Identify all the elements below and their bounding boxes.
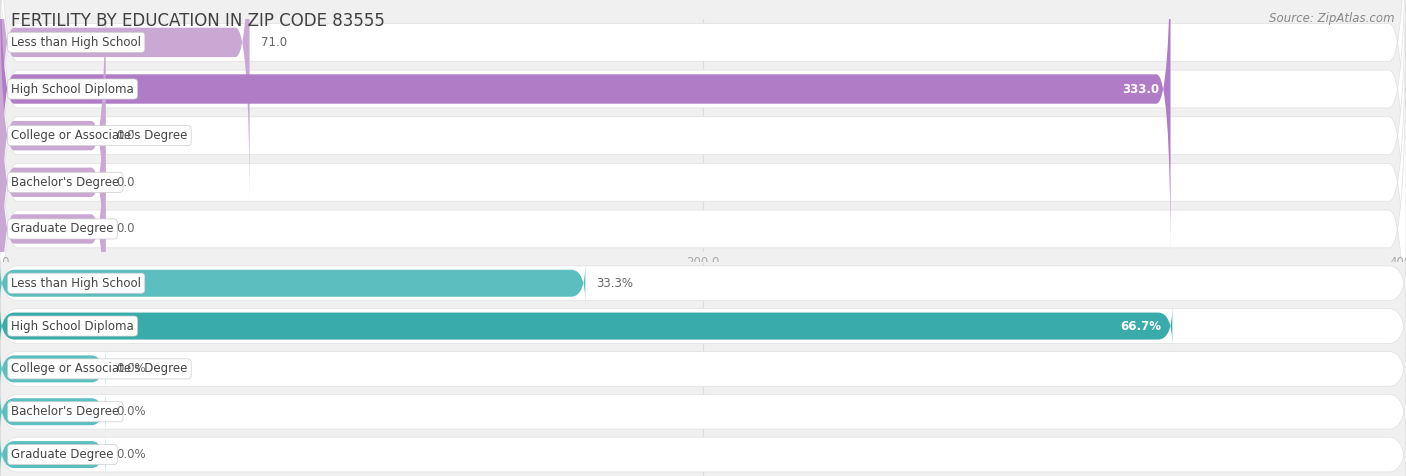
Text: Graduate Degree: Graduate Degree [11, 222, 114, 236]
Text: College or Associate's Degree: College or Associate's Degree [11, 362, 187, 376]
Text: 0.0: 0.0 [117, 129, 135, 142]
Text: Less than High School: Less than High School [11, 36, 141, 49]
Text: 0.0: 0.0 [117, 176, 135, 189]
Text: Bachelor's Degree: Bachelor's Degree [11, 405, 120, 418]
FancyBboxPatch shape [0, 0, 1406, 294]
Text: 0.0%: 0.0% [117, 405, 146, 418]
Text: 0.0: 0.0 [117, 222, 135, 236]
FancyBboxPatch shape [0, 348, 105, 390]
FancyBboxPatch shape [0, 431, 1406, 476]
Text: 71.0: 71.0 [262, 36, 287, 49]
Text: High School Diploma: High School Diploma [11, 82, 134, 96]
FancyBboxPatch shape [0, 391, 105, 433]
Text: Source: ZipAtlas.com: Source: ZipAtlas.com [1270, 12, 1395, 25]
Text: Bachelor's Degree: Bachelor's Degree [11, 176, 120, 189]
FancyBboxPatch shape [0, 302, 1406, 350]
FancyBboxPatch shape [0, 24, 1406, 434]
Text: High School Diploma: High School Diploma [11, 319, 134, 333]
FancyBboxPatch shape [0, 305, 1173, 347]
FancyBboxPatch shape [0, 57, 105, 401]
FancyBboxPatch shape [0, 259, 1406, 307]
FancyBboxPatch shape [0, 0, 1406, 248]
FancyBboxPatch shape [0, 434, 105, 476]
FancyBboxPatch shape [0, 0, 1406, 387]
Text: 0.0%: 0.0% [117, 362, 146, 376]
FancyBboxPatch shape [0, 0, 1406, 341]
FancyBboxPatch shape [0, 262, 585, 304]
Text: 66.7%: 66.7% [1121, 319, 1161, 333]
FancyBboxPatch shape [0, 0, 1171, 261]
FancyBboxPatch shape [0, 388, 1406, 436]
Text: Less than High School: Less than High School [11, 277, 141, 290]
Text: College or Associate's Degree: College or Associate's Degree [11, 129, 187, 142]
FancyBboxPatch shape [0, 10, 105, 354]
Text: Graduate Degree: Graduate Degree [11, 448, 114, 461]
FancyBboxPatch shape [0, 345, 1406, 393]
Text: 33.3%: 33.3% [596, 277, 634, 290]
FancyBboxPatch shape [0, 0, 250, 214]
Text: FERTILITY BY EDUCATION IN ZIP CODE 83555: FERTILITY BY EDUCATION IN ZIP CODE 83555 [11, 12, 385, 30]
Text: 0.0%: 0.0% [117, 448, 146, 461]
FancyBboxPatch shape [0, 0, 105, 307]
Text: 333.0: 333.0 [1122, 82, 1160, 96]
